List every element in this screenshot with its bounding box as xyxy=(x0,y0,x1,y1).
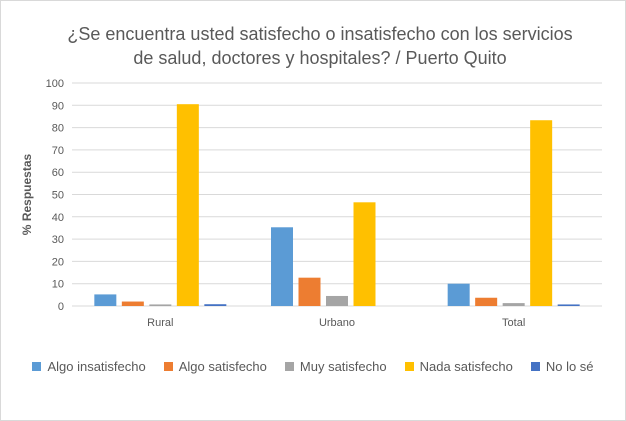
legend-item: No lo sé xyxy=(530,359,594,374)
bar-nada-satisfecho-total xyxy=(530,120,553,306)
y-tick-label: 30 xyxy=(52,234,64,246)
legend-swatch xyxy=(163,362,173,371)
y-tick-label: 0 xyxy=(58,301,64,313)
bar-nada-satisfecho-urbano xyxy=(353,202,376,306)
legend-label: Nada satisfecho xyxy=(419,359,513,374)
legend-label: Algo insatisfecho xyxy=(47,359,146,374)
y-tick-label: 20 xyxy=(52,256,64,268)
y-tick-label: 60 xyxy=(52,167,64,179)
y-tick-label: 100 xyxy=(46,78,64,90)
bar-nada-satisfecho-rural xyxy=(176,104,199,306)
legend-label: Algo satisfecho xyxy=(178,359,267,374)
bar-no-lo-s--rural xyxy=(204,304,227,306)
legend-swatch xyxy=(530,362,540,371)
legend-item: Nada satisfecho xyxy=(404,359,513,374)
x-category-label: Rural xyxy=(147,317,173,329)
legend-label: Muy satisfecho xyxy=(299,359,387,374)
bar-algo-insatisfecho-rural xyxy=(94,294,117,306)
legend-item: Algo satisfecho xyxy=(163,359,267,374)
chart-title: ¿Se encuentra usted satisfecho o insatis… xyxy=(60,22,580,70)
chart-title-line-2: de salud, doctores y hospitales? / Puert… xyxy=(133,48,507,68)
bar-algo-satisfecho-urbano xyxy=(298,277,321,306)
y-axis-title: % Respuestas xyxy=(20,153,34,235)
legend-item: Algo insatisfecho xyxy=(32,359,146,374)
y-tick-label: 50 xyxy=(52,190,64,202)
bar-no-lo-s--total xyxy=(557,304,580,306)
bar-algo-insatisfecho-urbano xyxy=(271,227,293,306)
legend-swatch xyxy=(404,362,414,371)
chart-legend: Algo insatisfecho Algo satisfecho Muy sati… xyxy=(0,359,626,374)
y-tick-label: 10 xyxy=(52,279,64,291)
chart-title-line-1: ¿Se encuentra usted satisfecho o insatis… xyxy=(67,24,573,44)
bar-algo-satisfecho-rural xyxy=(121,301,144,306)
bar-muy-satisfecho-rural xyxy=(149,304,172,306)
x-category-label: Urbano xyxy=(319,317,355,329)
legend-swatch xyxy=(32,362,42,371)
y-tick-label: 90 xyxy=(52,100,64,112)
bar-muy-satisfecho-urbano xyxy=(326,295,348,306)
y-tick-label: 40 xyxy=(52,212,64,224)
bar-algo-insatisfecho-total xyxy=(447,283,470,306)
bar-algo-satisfecho-total xyxy=(475,297,498,306)
bar-muy-satisfecho-total xyxy=(502,303,525,306)
y-tick-label: 80 xyxy=(52,123,64,135)
legend-item: Muy satisfecho xyxy=(284,359,387,374)
legend-swatch xyxy=(284,362,294,371)
y-tick-label: 70 xyxy=(52,145,64,157)
legend-label: No lo sé xyxy=(545,359,594,374)
x-category-label: Total xyxy=(502,317,525,329)
